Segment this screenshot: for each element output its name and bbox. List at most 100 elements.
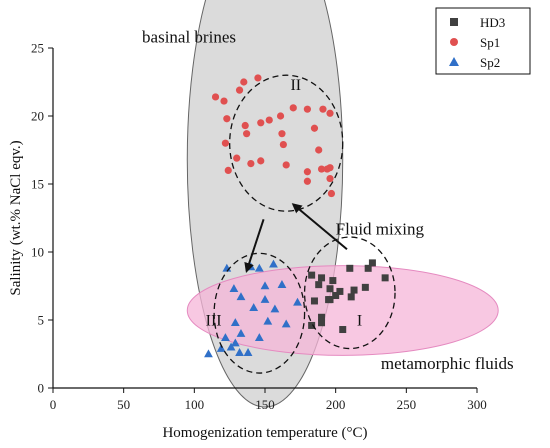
- legend-label-sp2: Sp2: [480, 55, 500, 70]
- sp1-point: [254, 74, 262, 82]
- hd3-point: [368, 259, 376, 267]
- sp2-point: [260, 295, 270, 303]
- sp1-point: [303, 168, 311, 176]
- label-fluid-mixing: Fluid mixing: [336, 219, 425, 238]
- sp2-point: [277, 280, 287, 288]
- sp1-point: [327, 189, 336, 198]
- sp1-point: [303, 105, 311, 113]
- hd3-point: [350, 286, 358, 294]
- sp1-point: [279, 140, 287, 149]
- sp2-point: [293, 297, 302, 306]
- arrow-down: [244, 219, 265, 273]
- cluster-II-circle: [229, 74, 344, 212]
- label-III: III: [206, 312, 222, 329]
- legend-marker-sp1: [450, 38, 458, 46]
- hd3-point: [315, 281, 323, 289]
- hd3-point: [329, 277, 337, 285]
- hd3-point: [310, 297, 318, 305]
- x-tick-label: 150: [255, 397, 275, 412]
- legend-label-hd3: HD3: [480, 15, 505, 30]
- arrow-layer: [244, 203, 348, 273]
- sp2-point: [260, 281, 270, 290]
- arrow-up: [291, 203, 348, 251]
- sp2-point: [230, 338, 240, 347]
- sp2-point: [269, 259, 278, 268]
- hd3-point: [381, 274, 389, 282]
- y-tick-label: 0: [38, 381, 45, 396]
- hd3-point: [336, 287, 344, 295]
- sp1-point: [240, 78, 248, 86]
- sp1-point: [247, 160, 255, 168]
- sp1-point: [241, 121, 249, 130]
- sp2-point: [226, 342, 236, 351]
- x-tick-label: 0: [50, 397, 57, 412]
- hd3-point: [361, 283, 369, 291]
- sp2-point: [236, 329, 246, 337]
- cluster-III-circle: [213, 252, 306, 374]
- sp1-point: [278, 130, 286, 138]
- sp1-point: [319, 105, 327, 113]
- sp2-point: [236, 292, 246, 301]
- x-axis-title: Homogenization temperature (°C): [162, 425, 367, 441]
- sp1-point: [220, 97, 228, 105]
- x-tick-label: 50: [117, 397, 130, 412]
- sp1-point: [315, 146, 323, 154]
- axes: 0 50 100 150 200 250 300 0 5 10 15 20 25: [31, 41, 487, 413]
- legend-marker-hd3: [450, 18, 458, 26]
- x-tick-label: 250: [397, 397, 417, 412]
- sp2-point: [254, 263, 264, 272]
- sp1-point: [265, 116, 273, 124]
- sp1-point: [224, 166, 232, 174]
- sp1-point: [282, 161, 290, 169]
- sp1-point: [257, 157, 265, 165]
- sp1-point: [326, 109, 334, 117]
- y-tick-label: 20: [31, 109, 44, 124]
- sp2-point: [204, 349, 213, 358]
- y-tick-label: 15: [31, 177, 44, 192]
- sp1-point: [317, 165, 326, 173]
- legend-marker-sp2: [449, 57, 459, 66]
- sp1-point: [326, 174, 334, 183]
- hd3-point: [308, 271, 316, 279]
- sp2-point: [216, 343, 226, 352]
- hd3-point: [318, 274, 326, 282]
- y-tick-label: 5: [38, 313, 45, 328]
- sp2-point: [230, 318, 240, 327]
- hd3-point: [326, 285, 334, 293]
- sp1-point: [233, 154, 241, 162]
- sp1-point: [257, 119, 265, 127]
- sp2-point: [243, 348, 253, 356]
- sp1-point: [310, 124, 319, 132]
- sp1-point: [289, 104, 297, 112]
- hd3-point: [308, 321, 316, 329]
- y-tick-label: 10: [31, 245, 44, 260]
- x-tick-label: 100: [185, 397, 205, 412]
- hd3-point: [332, 292, 340, 300]
- sp2-point: [235, 348, 244, 356]
- sp2-point: [263, 316, 273, 325]
- label-metamorphic-fluids: metamorphic fluids: [381, 354, 514, 373]
- hd3-point: [318, 319, 326, 327]
- hd3-point: [364, 264, 372, 272]
- hd3-point: [347, 293, 355, 301]
- x-tick-label: 300: [467, 397, 487, 412]
- legend: HD3 Sp1 Sp2: [435, 7, 531, 75]
- sp1-point: [211, 93, 220, 101]
- sp1-point: [221, 139, 230, 147]
- x-tick-label: 200: [326, 397, 346, 412]
- sp1-point: [223, 115, 231, 123]
- sp1-point: [235, 86, 244, 94]
- dashed-circle-layer: [213, 74, 396, 374]
- sp1-point: [243, 130, 251, 138]
- hd3-point: [339, 326, 347, 334]
- sp2-point: [249, 303, 259, 312]
- sp2-point: [254, 333, 264, 341]
- label-basinal-brines: basinal brines: [142, 28, 236, 47]
- sp2-point: [221, 333, 230, 341]
- sp2-point: [229, 284, 239, 293]
- sp2-point: [281, 319, 291, 328]
- hd3-point: [318, 313, 326, 321]
- sp1-point: [326, 164, 334, 172]
